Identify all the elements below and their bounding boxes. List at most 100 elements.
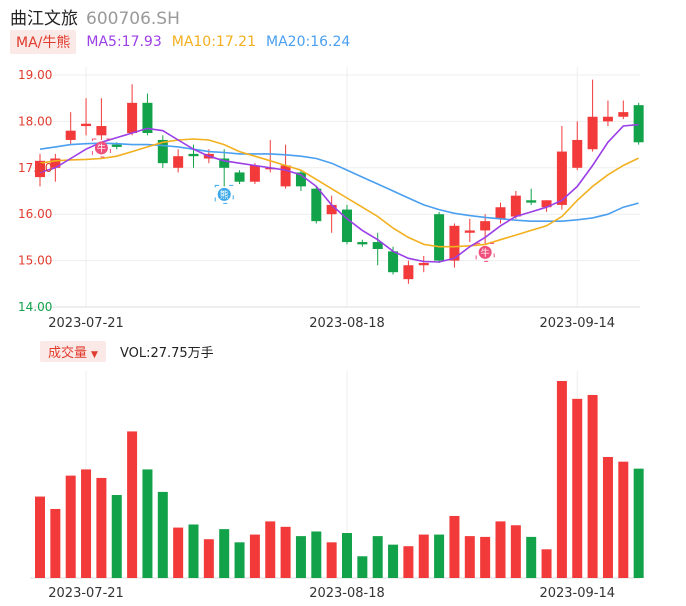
volume-bar — [35, 496, 45, 578]
candle-body — [295, 172, 306, 187]
candle — [633, 102, 644, 145]
candle-body — [464, 230, 475, 233]
candle — [418, 255, 429, 273]
volume-indicator-label: 成交量 — [48, 345, 88, 361]
volume-bar — [311, 531, 322, 578]
candle — [372, 232, 383, 266]
volume-bar — [372, 536, 383, 578]
candle-body — [65, 130, 76, 140]
marker-frame — [91, 138, 111, 158]
candle — [602, 100, 613, 127]
signal-marker[interactable]: 熊 — [214, 184, 234, 204]
candle-body — [556, 151, 567, 205]
signal-marker[interactable]: 牛 — [475, 242, 495, 262]
candle-body — [602, 116, 613, 122]
candle-body — [388, 251, 399, 273]
candle — [556, 126, 567, 210]
ma5-line — [39, 123, 639, 263]
candle-body — [526, 200, 537, 203]
candle-body — [480, 221, 491, 231]
candle-body — [127, 102, 138, 133]
candle-body — [280, 165, 291, 187]
x-tick-label: 2023-08-18 — [309, 316, 385, 331]
candle — [173, 149, 184, 173]
volume-bar — [556, 381, 567, 578]
caret-down-icon: ▼ — [91, 349, 98, 360]
candle — [357, 239, 368, 247]
x-tick-label: 2023-07-21 — [48, 316, 124, 331]
volume-bar — [295, 536, 306, 578]
marker-dot — [478, 245, 492, 259]
candle-body — [618, 112, 629, 117]
candle-body — [311, 188, 322, 222]
candle — [65, 112, 76, 145]
candle-body — [81, 123, 92, 127]
candle-body — [572, 139, 583, 168]
y-tick-label: 17.00 — [18, 161, 52, 175]
volume-bar — [249, 534, 260, 578]
candle-body — [188, 153, 199, 157]
candle — [403, 260, 414, 284]
volume-bar — [541, 549, 552, 578]
ma20-label: MA20:16.24 — [266, 34, 351, 50]
candle-body — [633, 105, 644, 143]
marker-frame — [475, 242, 495, 262]
ma10-label: MA10:17.21 — [171, 34, 257, 50]
candle — [618, 100, 629, 120]
volume-bar — [173, 527, 184, 578]
y-tick-label: 16.00 — [18, 207, 52, 221]
volume-bar — [50, 508, 61, 578]
volume-indicator-button[interactable]: 成交量 ▼ — [40, 340, 106, 362]
candle-body — [495, 207, 506, 219]
candle — [157, 135, 168, 168]
candle — [280, 144, 291, 189]
candle-body — [157, 139, 168, 164]
ma-legend: MA/牛熊 MA5:17.93 MA10:17.21 MA20:16.24 — [10, 30, 350, 54]
ma5-label: MA5:17.93 — [86, 34, 162, 50]
volume-bar — [434, 534, 445, 578]
candle — [326, 195, 337, 233]
marker-dot — [94, 141, 108, 155]
candle — [35, 153, 45, 187]
candle — [449, 223, 460, 268]
volume-bar — [572, 398, 583, 578]
volume-value: VOL:27.75万手 — [119, 345, 214, 361]
volume-bar — [403, 546, 414, 578]
y-tick-label: 14.00 — [18, 300, 52, 314]
y-tick-label: 18.00 — [18, 114, 52, 128]
x-tick-label: 2023-07-21 — [48, 586, 124, 601]
volume-bar — [280, 526, 291, 578]
candle-body — [50, 158, 61, 168]
marker-frame — [214, 184, 234, 204]
y-tick-label: 15.00 — [18, 254, 52, 268]
volume-bar — [142, 469, 153, 578]
candle — [510, 191, 521, 219]
volume-bar — [602, 457, 613, 578]
volume-bar — [480, 536, 491, 578]
ma10-line — [39, 138, 639, 248]
volume-bar — [464, 536, 475, 578]
candle — [96, 98, 107, 140]
candle-body — [449, 225, 460, 261]
candle-body — [587, 116, 598, 150]
volume-bar — [587, 394, 598, 578]
candle-body — [418, 262, 429, 266]
ma20-line — [39, 142, 639, 222]
candle-body — [111, 144, 122, 147]
volume-bar — [495, 521, 506, 578]
candle — [572, 121, 583, 171]
candle-body — [326, 204, 337, 215]
volume-bar — [357, 556, 368, 578]
ma-toggle-button[interactable]: MA/牛熊 — [10, 30, 77, 54]
candle — [342, 204, 352, 245]
volume-bar — [219, 529, 230, 578]
volume-bar — [203, 539, 214, 578]
y-tick-label: 19.00 — [18, 68, 52, 82]
volume-bar — [510, 525, 521, 578]
signal-marker[interactable]: 牛 — [91, 138, 111, 158]
candle-body — [541, 200, 552, 208]
volume-bar — [65, 475, 76, 578]
volume-bar — [449, 515, 460, 578]
candle-body — [142, 102, 153, 133]
